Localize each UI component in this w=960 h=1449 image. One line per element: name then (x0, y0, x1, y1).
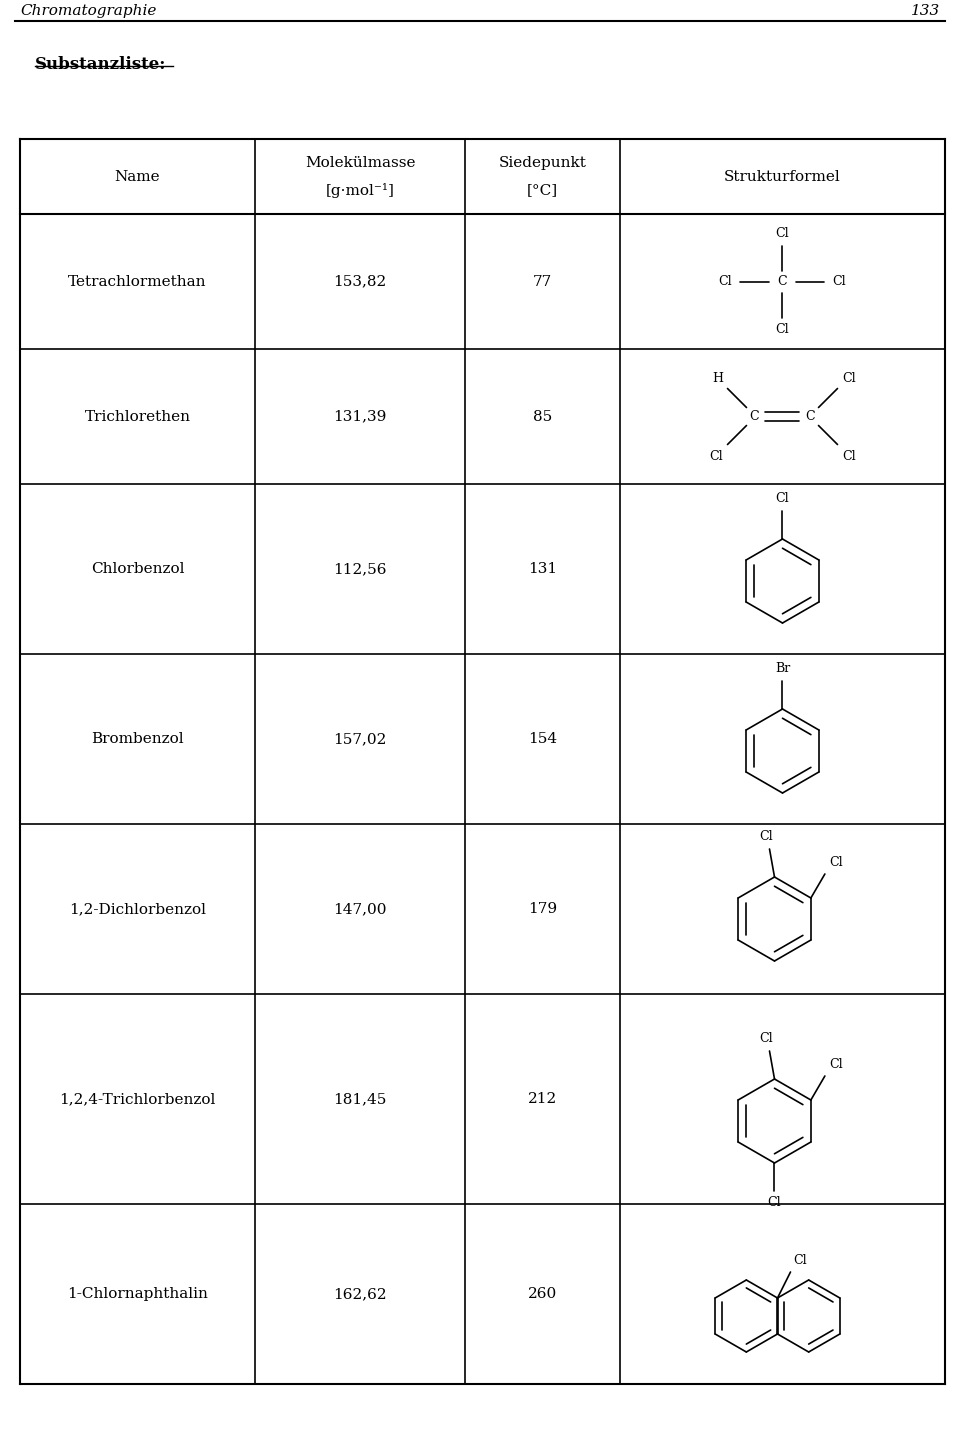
Text: 181,45: 181,45 (333, 1093, 387, 1106)
Text: 133: 133 (911, 4, 940, 17)
Text: Trichlorethen: Trichlorethen (84, 410, 190, 423)
Text: 162,62: 162,62 (333, 1287, 387, 1301)
Text: Name: Name (114, 170, 160, 184)
Text: Cl: Cl (829, 1059, 843, 1071)
Text: Cl: Cl (776, 323, 789, 336)
Text: Brombenzol: Brombenzol (91, 732, 183, 746)
Text: [°C]: [°C] (527, 184, 558, 197)
Text: 1-Chlornaphthalin: 1-Chlornaphthalin (67, 1287, 208, 1301)
Text: 1,2,4-Trichlorbenzol: 1,2,4-Trichlorbenzol (60, 1093, 216, 1106)
Text: 157,02: 157,02 (333, 732, 387, 746)
Text: 154: 154 (528, 732, 557, 746)
Text: 131,39: 131,39 (333, 410, 387, 423)
Text: 85: 85 (533, 410, 552, 423)
Text: Cl: Cl (759, 1033, 774, 1046)
Text: Chlorbenzol: Chlorbenzol (91, 562, 184, 577)
Text: C: C (805, 410, 815, 423)
Text: Cl: Cl (776, 493, 789, 506)
Text: 131: 131 (528, 562, 557, 577)
Text: Cl: Cl (768, 1197, 781, 1210)
Text: Tetrachlormethan: Tetrachlormethan (68, 274, 206, 288)
Text: Cl: Cl (759, 830, 774, 843)
Text: Cl: Cl (843, 372, 856, 385)
Text: 153,82: 153,82 (333, 274, 387, 288)
Text: Cl: Cl (794, 1255, 807, 1268)
Text: Siedepunkt: Siedepunkt (498, 155, 587, 170)
Text: Chromatographie: Chromatographie (20, 4, 156, 17)
Text: [g·mol⁻¹]: [g·mol⁻¹] (325, 183, 395, 199)
Text: 112,56: 112,56 (333, 562, 387, 577)
Text: Cl: Cl (709, 451, 723, 464)
Text: Cl: Cl (843, 451, 856, 464)
Text: Molekülmasse: Molekülmasse (304, 155, 416, 170)
Text: Cl: Cl (719, 275, 732, 288)
Text: Substanzliste:: Substanzliste: (35, 55, 166, 72)
Text: 212: 212 (528, 1093, 557, 1106)
Text: 1,2-Dichlorbenzol: 1,2-Dichlorbenzol (69, 901, 206, 916)
Text: Br: Br (775, 662, 790, 675)
Text: C: C (778, 275, 787, 288)
Text: 179: 179 (528, 901, 557, 916)
Text: Cl: Cl (829, 856, 843, 869)
Text: 77: 77 (533, 274, 552, 288)
Text: 260: 260 (528, 1287, 557, 1301)
Text: C: C (750, 410, 759, 423)
Text: 147,00: 147,00 (333, 901, 387, 916)
Text: Strukturformel: Strukturformel (724, 170, 841, 184)
Text: Cl: Cl (832, 275, 847, 288)
Text: H: H (712, 372, 723, 385)
Text: Cl: Cl (776, 227, 789, 241)
